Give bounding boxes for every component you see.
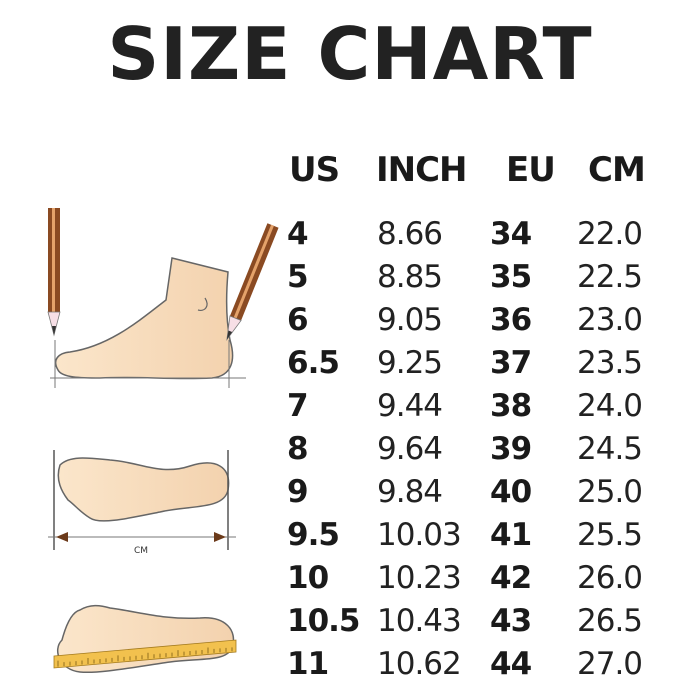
foot-ruler-icon	[53, 604, 237, 674]
cell-inch: 10.03	[377, 517, 462, 553]
table-row: 6.5 9.25 37 23.5	[0, 342, 700, 385]
cell-inch: 10.62	[377, 646, 462, 682]
arrow-right-icon	[214, 532, 226, 542]
top-foot-icon: CM	[48, 450, 236, 556]
cell-cm: 25.5	[577, 517, 643, 553]
table-row: 10 10.23 42 26.0	[0, 557, 700, 600]
cell-cm: 25.0	[577, 474, 643, 510]
cell-us: 4	[287, 216, 309, 252]
cell-us: 6.5	[287, 345, 340, 381]
header-cm: CM	[588, 150, 646, 190]
cell-cm: 22.5	[577, 259, 643, 295]
page-title: SIZE CHART	[107, 12, 593, 96]
cell-inch: 8.85	[377, 259, 443, 295]
cell-cm: 22.0	[577, 216, 643, 252]
cell-eu: 43	[490, 603, 532, 639]
table-row: 11 10.62 44 27.0	[0, 643, 700, 686]
foot-measuring-illustration: CM	[47, 208, 279, 674]
measure-label: CM	[134, 546, 148, 556]
table-row: 6 9.05 36 23.0	[0, 299, 700, 342]
cell-eu: 41	[490, 517, 532, 553]
cell-cm: 26.0	[577, 560, 643, 596]
header-inch: INCH	[376, 150, 468, 190]
table-row: 5 8.85 35 22.5	[0, 256, 700, 299]
pencil-left-icon	[47, 208, 61, 337]
cell-eu: 36	[490, 302, 532, 338]
cell-eu: 39	[490, 431, 532, 467]
cell-inch: 9.25	[377, 345, 443, 381]
table-row: 4 8.66 34 22.0	[0, 213, 700, 256]
cell-us: 8	[287, 431, 309, 467]
cell-inch: 10.43	[377, 603, 462, 639]
cell-cm: 27.0	[577, 646, 643, 682]
table-row: 9 9.84 40 25.0	[0, 471, 700, 514]
cell-us: 9	[287, 474, 309, 510]
cell-eu: 34	[490, 216, 532, 252]
cell-eu: 42	[490, 560, 532, 596]
cell-eu: 38	[490, 388, 532, 424]
cell-inch: 9.64	[377, 431, 443, 467]
cell-cm: 23.5	[577, 345, 643, 381]
header-eu: EU	[506, 150, 556, 190]
cell-us: 7	[287, 388, 309, 424]
cell-inch: 9.84	[377, 474, 443, 510]
cell-cm: 24.0	[577, 388, 643, 424]
table-row: 9.5 10.03 41 25.5	[0, 514, 700, 557]
cell-us: 9.5	[287, 517, 340, 553]
table-row: 10.5 10.43 43 26.5	[0, 600, 700, 643]
pencil-right-icon	[226, 223, 279, 342]
cell-inch: 8.66	[377, 216, 443, 252]
cell-inch: 10.23	[377, 560, 462, 596]
table-row: 8 9.64 39 24.5	[0, 428, 700, 471]
cell-eu: 44	[490, 646, 532, 682]
cell-cm: 24.5	[577, 431, 643, 467]
cell-us: 10.5	[287, 603, 360, 639]
cell-cm: 26.5	[577, 603, 643, 639]
cell-eu: 40	[490, 474, 532, 510]
cell-us: 10	[287, 560, 329, 596]
cell-us: 11	[287, 646, 329, 682]
cell-inch: 9.05	[377, 302, 443, 338]
cell-us: 6	[287, 302, 309, 338]
arrow-left-icon	[56, 532, 68, 542]
side-foot-icon	[50, 257, 246, 388]
cell-eu: 35	[490, 259, 532, 295]
table-row: 7 9.44 38 24.0	[0, 385, 700, 428]
header-us: US	[289, 150, 340, 190]
cell-eu: 37	[490, 345, 532, 381]
cell-inch: 9.44	[377, 388, 443, 424]
cell-us: 5	[287, 259, 309, 295]
cell-cm: 23.0	[577, 302, 643, 338]
